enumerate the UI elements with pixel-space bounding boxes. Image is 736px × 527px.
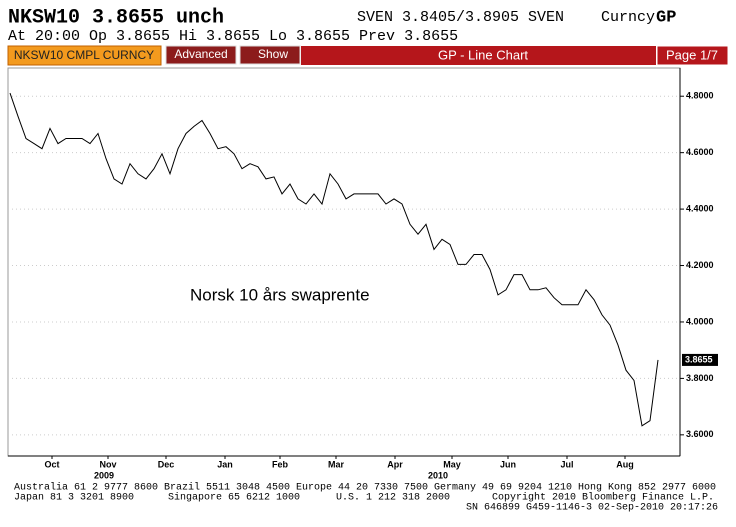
footer-us: U.S. 1 212 318 2000	[336, 493, 450, 504]
x-tick-label: Jun	[500, 459, 516, 469]
annotation: Norsk 10 års swaprente	[190, 285, 370, 304]
x-tick-label: Nov	[99, 459, 116, 469]
ticker: NKSW10 3.8655 unch	[8, 6, 224, 29]
page-box[interactable]	[656, 45, 729, 66]
footer-singapore: Singapore 65 6212 1000	[168, 492, 300, 504]
y-tick-label: 4.8000	[686, 91, 714, 101]
footer-copyright: Copyright 2010 Bloomberg Finance L.P.	[492, 492, 714, 504]
show-button[interactable]	[239, 45, 301, 65]
footer-sn: SN 646899 G459-1146-3 02-Sep-2010 20:17:…	[466, 503, 718, 514]
title-bar	[301, 46, 656, 65]
x-tick-label: Aug	[616, 459, 634, 469]
security-label[interactable]: NKSW10 CMPL CURNCY	[14, 48, 154, 62]
market: Curncy	[601, 9, 655, 26]
x-tick-label: May	[443, 459, 461, 469]
y-tick-label: 4.0000	[686, 316, 714, 326]
y-tick-label: 4.2000	[686, 260, 714, 270]
page-label[interactable]: Page 1/7	[666, 47, 718, 62]
year-label: 2009	[94, 470, 114, 480]
x-tick-label: Feb	[272, 459, 289, 469]
y-tick-label: 4.6000	[686, 147, 714, 157]
x-tick-label: Jul	[560, 459, 573, 469]
y-tick-label: 4.4000	[686, 203, 714, 213]
chart-title: GP - Line Chart	[438, 47, 528, 62]
advanced-button[interactable]	[165, 45, 237, 65]
x-tick-label: Jan	[217, 459, 233, 469]
advanced-label[interactable]: Advanced	[174, 47, 227, 61]
function: GP	[656, 8, 676, 27]
y-tick-label: 3.8000	[686, 373, 714, 383]
security-box[interactable]	[7, 45, 162, 66]
x-tick-label: Apr	[387, 459, 403, 469]
quote-line: At 20:00 Op 3.8655 Hi 3.8655 Lo 3.8655 P…	[8, 28, 458, 45]
last-price-box	[682, 353, 718, 366]
footer-japan: Japan 81 3 3201 8900	[14, 493, 134, 504]
y-tick-label: 3.6000	[686, 429, 714, 439]
quote: SVEN 3.8405/3.8905 SVEN	[357, 9, 564, 26]
year-label: 2010	[428, 470, 448, 480]
x-tick-label: Oct	[44, 459, 59, 469]
footer-line: Australia 61 2 9777 8600 Brazil 5511 304…	[14, 482, 716, 494]
x-tick-label: Dec	[158, 459, 175, 469]
x-tick-label: Mar	[328, 459, 345, 469]
price-line	[9, 92, 659, 427]
show-label[interactable]: Show	[258, 47, 288, 61]
plot-area	[7, 67, 681, 457]
last-price-label: 3.8655	[685, 354, 713, 364]
